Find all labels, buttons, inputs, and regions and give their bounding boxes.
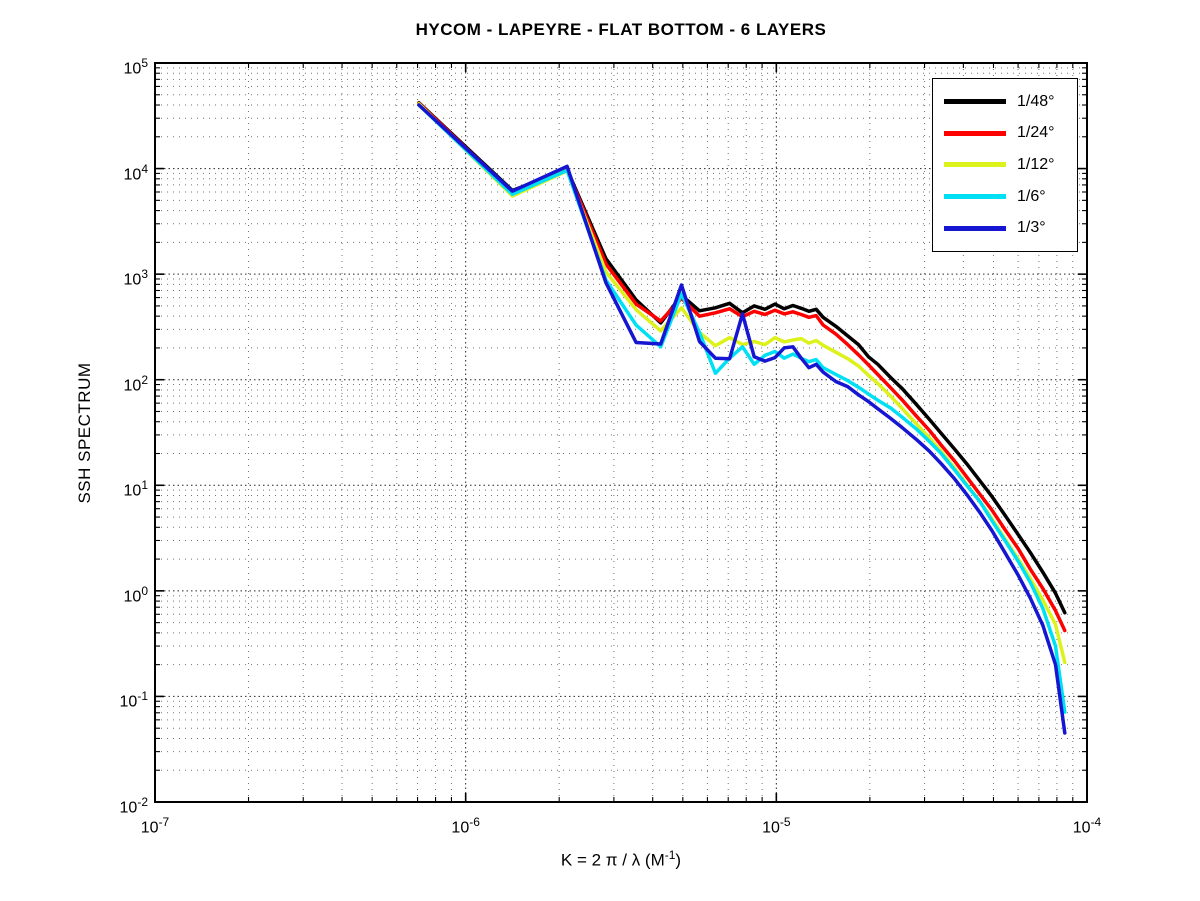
y-tick-label: 104 <box>123 161 148 183</box>
legend-row: 1/48° <box>933 93 1077 111</box>
y-tick-label: 103 <box>123 267 148 289</box>
legend: 1/48° 1/24° 1/12° 1/6° 1/3° <box>932 78 1078 252</box>
x-tick-label: 10-5 <box>762 815 791 837</box>
legend-line-1-24deg <box>944 130 1006 136</box>
x-axis-label-superscript: -1 <box>664 848 676 862</box>
y-tick-label: 10-2 <box>119 795 148 817</box>
legend-label: 1/48° <box>1017 92 1055 110</box>
chart-title: HYCOM - LAPEYRE - FLAT BOTTOM - 6 LAYERS <box>415 20 827 39</box>
legend-row: 1/24° <box>933 124 1077 142</box>
x-axis-label-close: ) <box>675 850 682 870</box>
legend-line-1-12deg <box>944 162 1006 168</box>
legend-label: 1/12° <box>1017 155 1055 173</box>
axes-box <box>154 62 1088 803</box>
y-tick-label: 102 <box>123 372 148 395</box>
x-axis-label-main: K = 2 π / λ (M <box>560 850 665 870</box>
series-line-1-3- <box>417 103 1067 735</box>
legend-label: 1/24° <box>1017 124 1055 142</box>
y-tick-label: 100 <box>123 583 148 606</box>
y-tick-label: 105 <box>123 56 148 78</box>
y-tick-label: 10-1 <box>119 689 148 711</box>
legend-label: 1/6° <box>1017 187 1046 205</box>
legend-row: 1/12° <box>933 156 1077 174</box>
x-tick-label: 10-6 <box>451 815 480 837</box>
x-tick-label: 10-4 <box>1072 815 1102 837</box>
legend-line-1-6deg <box>944 194 1006 200</box>
x-axis-label: K = 2 π / λ (M-1) <box>421 848 821 871</box>
legend-label: 1/3° <box>1017 219 1046 237</box>
legend-line-1-48deg <box>944 99 1006 105</box>
x-tick-label: 10-7 <box>140 815 170 837</box>
series-line-1-24- <box>417 101 1067 633</box>
series-line-1-48- <box>417 101 1067 615</box>
legend-line-1-3deg <box>944 225 1006 231</box>
legend-row: 1/3° <box>933 219 1077 237</box>
legend-row: 1/6° <box>933 188 1077 206</box>
y-tick-label: 101 <box>123 478 148 500</box>
